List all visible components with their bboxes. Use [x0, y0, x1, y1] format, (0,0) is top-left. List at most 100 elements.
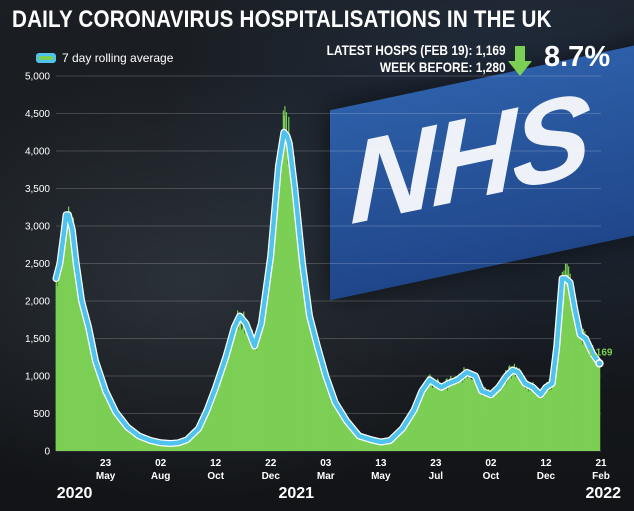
daily-bar [319, 347, 321, 451]
x-tick-day: 23 [100, 458, 112, 469]
daily-bar [419, 393, 422, 451]
daily-bar [403, 423, 405, 451]
daily-bar [258, 328, 260, 451]
daily-bar [397, 434, 399, 451]
daily-bar [591, 346, 593, 451]
daily-bar [454, 380, 456, 451]
daily-bar [509, 365, 511, 451]
daily-bar [448, 385, 450, 451]
daily-bar [344, 419, 346, 451]
daily-bar [440, 389, 443, 451]
daily-bar [400, 427, 402, 451]
daily-bar [546, 381, 548, 451]
daily-bar [293, 156, 295, 451]
x-tick-day: 12 [210, 458, 222, 469]
daily-bar [68, 233, 70, 451]
daily-bar [106, 388, 108, 451]
y-tick-label: 500 [33, 409, 50, 420]
daily-bar [467, 378, 469, 451]
daily-bar [88, 337, 90, 451]
x-tick-month: Dec [262, 471, 281, 482]
daily-bar [122, 419, 124, 451]
daily-bar [93, 355, 95, 451]
daily-bar [547, 389, 549, 451]
daily-bar [416, 406, 419, 451]
daily-bar [138, 435, 140, 451]
daily-bar [525, 388, 527, 451]
daily-bar [99, 376, 101, 451]
daily-bar [519, 370, 521, 451]
daily-bar [224, 362, 226, 451]
daily-bar [550, 389, 553, 451]
x-tick-day: 02 [155, 458, 167, 469]
y-tick-label: 3,500 [25, 184, 50, 195]
daily-bar [478, 390, 481, 451]
daily-bar [262, 321, 264, 451]
daily-bar [194, 431, 196, 451]
daily-bar [540, 392, 543, 451]
daily-bar [64, 213, 67, 451]
daily-bar [237, 329, 239, 451]
daily-bar [278, 154, 281, 451]
daily-bar [424, 392, 426, 451]
daily-bar [253, 334, 255, 451]
daily-bar [339, 413, 341, 451]
daily-bar [319, 352, 322, 451]
daily-bar [421, 393, 423, 451]
daily-bar [599, 364, 601, 451]
daily-bar [369, 439, 371, 451]
y-tick-label: 2,500 [25, 259, 50, 270]
daily-bar [433, 382, 436, 451]
daily-bar [361, 437, 364, 451]
daily-bar [254, 339, 256, 451]
daily-bar [328, 383, 330, 451]
daily-bar [375, 440, 377, 451]
y-axis-ticks: 0 500 1,000 1,500 2,000 2,500 3,000 3,500 4,000 4… [25, 72, 50, 458]
daily-bar [237, 310, 239, 451]
daily-bar [596, 361, 598, 451]
daily-bar [545, 385, 547, 451]
daily-bar [374, 440, 376, 451]
daily-bar [387, 440, 389, 451]
daily-bar [299, 249, 301, 451]
daily-bar [285, 137, 287, 451]
daily-bar [56, 273, 58, 451]
daily-bar [306, 305, 308, 451]
daily-bar [71, 249, 74, 451]
daily-bar [196, 428, 198, 451]
daily-bar [297, 220, 299, 451]
daily-bar [235, 325, 237, 451]
daily-bar [573, 293, 575, 451]
daily-bar [496, 384, 498, 451]
daily-bar [329, 391, 331, 451]
daily-bar [592, 345, 594, 451]
daily-bar [175, 442, 177, 451]
daily-bar [388, 440, 391, 451]
x-tick-month: Aug [151, 471, 170, 482]
daily-bar [85, 311, 88, 451]
daily-bar [544, 391, 546, 451]
daily-bar [275, 207, 277, 451]
daily-bar [565, 274, 567, 451]
daily-bar [179, 442, 181, 451]
daily-bar [533, 387, 535, 451]
daily-bar [498, 385, 500, 451]
daily-bar [526, 380, 528, 451]
daily-bar [481, 390, 483, 451]
daily-bar [511, 366, 513, 451]
daily-bar [487, 397, 489, 451]
daily-bar [280, 176, 282, 452]
daily-bar [150, 440, 153, 451]
daily-bar [250, 332, 252, 451]
daily-bar [522, 377, 524, 451]
daily-bar [392, 437, 395, 451]
daily-bar [470, 379, 472, 451]
daily-bar [201, 421, 203, 451]
daily-bar [315, 331, 317, 451]
daily-bar [568, 292, 571, 451]
year-label: 2020 [57, 485, 93, 502]
daily-bar [411, 410, 413, 451]
daily-bar [255, 350, 257, 451]
daily-bar [353, 429, 355, 451]
daily-bar [140, 437, 143, 451]
